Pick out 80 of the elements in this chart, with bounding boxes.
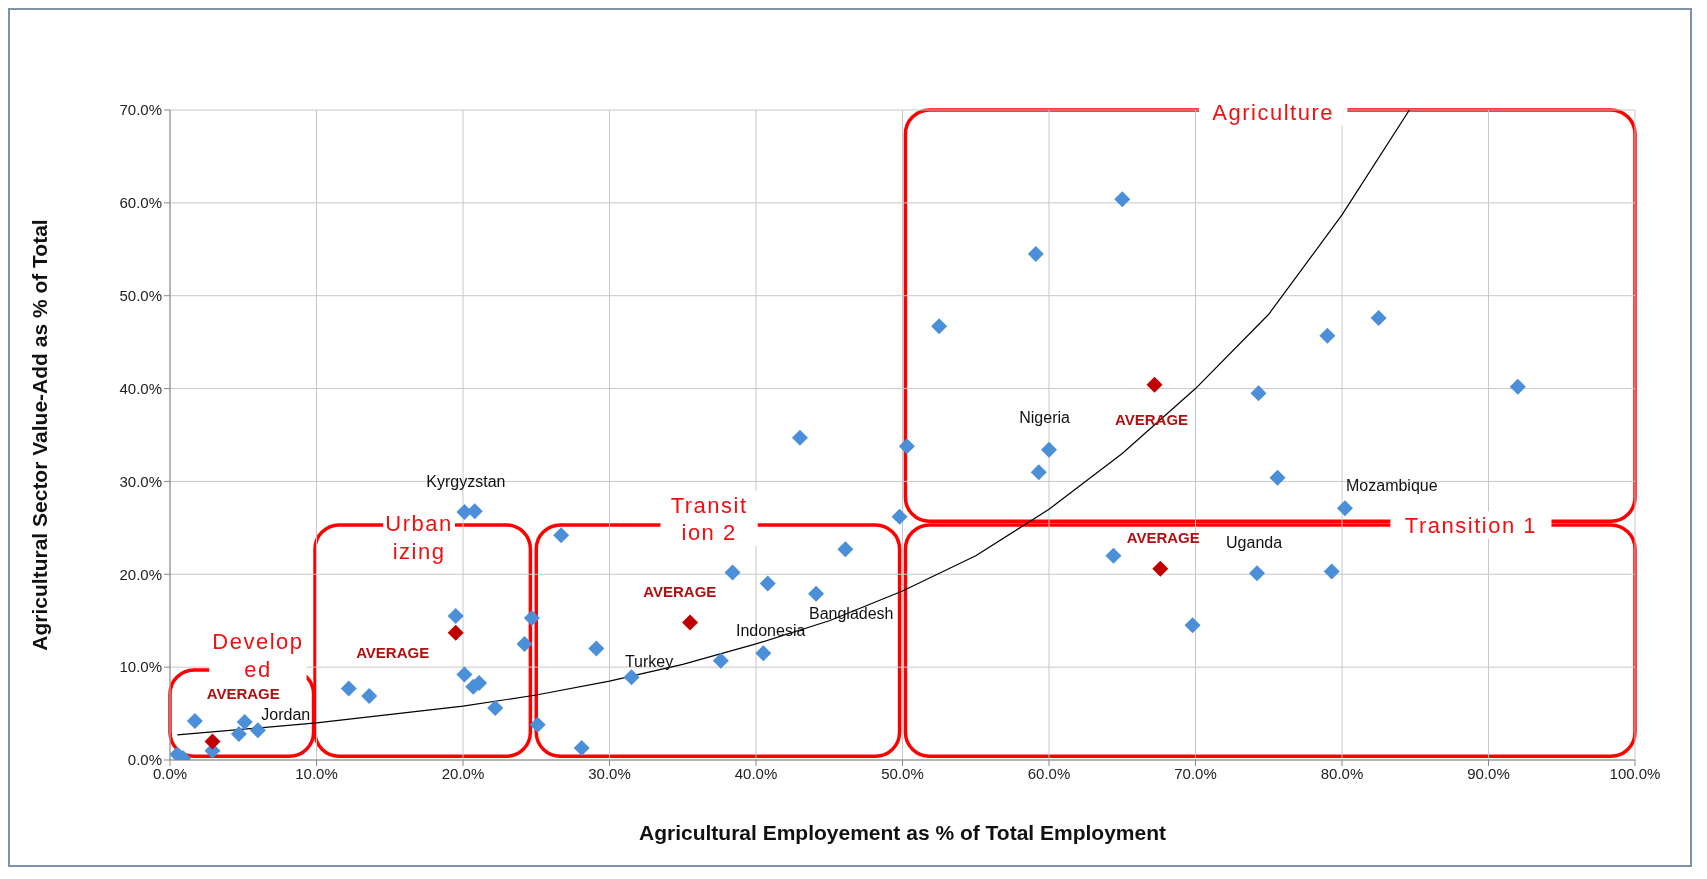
point	[340, 680, 357, 697]
point	[1152, 560, 1169, 577]
annotation: Kyrgyzstan	[426, 472, 506, 489]
annotation: AVERAGE	[643, 582, 717, 600]
point	[724, 564, 741, 581]
y-tick-label: 60.0%	[119, 194, 162, 212]
point	[1336, 500, 1353, 517]
point	[1249, 565, 1266, 582]
y-tick-label: 20.0%	[119, 565, 162, 583]
point	[682, 614, 699, 631]
point	[361, 687, 378, 704]
point	[1509, 378, 1526, 395]
point	[204, 733, 221, 750]
point	[230, 726, 247, 742]
annotation: Transit ion 2	[670, 492, 748, 545]
point	[1269, 469, 1286, 486]
point	[1114, 191, 1131, 208]
point	[249, 722, 266, 739]
point	[447, 608, 464, 625]
point	[447, 624, 464, 641]
point	[791, 429, 808, 446]
point	[898, 438, 915, 455]
x-tick-label: 50.0%	[881, 764, 924, 782]
y-tick-label: 30.0%	[119, 472, 162, 490]
point	[808, 585, 825, 602]
point	[573, 739, 590, 756]
point	[529, 716, 546, 733]
point	[1319, 327, 1336, 344]
point	[456, 666, 473, 683]
y-tick-label: 50.0%	[119, 287, 162, 305]
x-tick-label: 80.0%	[1320, 764, 1364, 782]
point	[1030, 464, 1047, 481]
annotation: Develop ed	[212, 628, 304, 682]
point	[1105, 547, 1122, 564]
annotation: Turkey	[624, 652, 674, 670]
point	[487, 700, 504, 716]
point	[891, 508, 908, 525]
annotation: AVERAGE	[206, 684, 280, 702]
y-tick-label: 40.0%	[119, 379, 162, 397]
annotation: AVERAGE	[356, 643, 430, 661]
x-tick-label: 70.0%	[1174, 764, 1217, 782]
annotation: Uganda	[1226, 533, 1283, 551]
point	[236, 713, 253, 730]
point	[553, 527, 570, 544]
y-tick-label: 70.0%	[119, 101, 162, 119]
point	[1027, 245, 1044, 262]
annotation: Urban izing	[385, 510, 453, 564]
point	[186, 713, 203, 729]
x-tick-label: 60.0%	[1027, 764, 1071, 782]
point	[931, 318, 948, 335]
point	[1323, 563, 1340, 580]
annotation: Jordan	[261, 705, 311, 723]
point	[1370, 310, 1387, 326]
point	[1184, 617, 1201, 634]
point	[1041, 441, 1057, 458]
point	[523, 609, 540, 626]
point	[837, 541, 854, 558]
point	[1146, 376, 1163, 393]
x-tick-label: 100.0%	[1609, 764, 1661, 782]
point	[755, 645, 772, 662]
point	[759, 575, 776, 592]
x-axis-title: Agricultural Employement as % of Total Employment	[638, 821, 1167, 844]
annotation: Indonesia	[735, 621, 806, 639]
annotation: Nigeria	[1019, 408, 1071, 426]
x-tick-label: 40.0%	[734, 764, 778, 782]
x-tick-label: 20.0%	[441, 764, 485, 782]
annotation: Transition 1	[1404, 512, 1537, 538]
annotation: Mozambique	[1346, 476, 1438, 494]
point	[516, 635, 533, 652]
x-tick-label: 30.0%	[588, 764, 631, 782]
y-axis-title: Agricultural Sector Value-Add as % of Total	[28, 219, 52, 651]
x-tick-label: 90.0%	[1467, 764, 1510, 782]
point	[712, 652, 729, 669]
point	[588, 640, 605, 657]
annotation: Agriculture	[1212, 99, 1334, 125]
point	[1250, 385, 1267, 402]
y-tick-label: 10.0%	[119, 658, 162, 676]
point	[623, 669, 640, 686]
annotation: AVERAGE	[1126, 528, 1200, 546]
x-tick-label: 10.0%	[295, 764, 338, 782]
